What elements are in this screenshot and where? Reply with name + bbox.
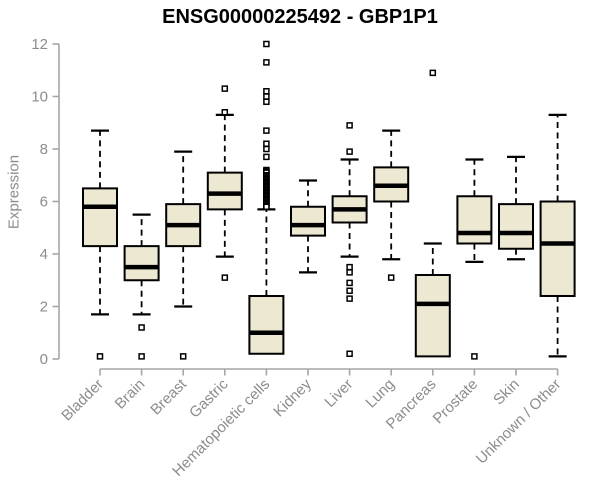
- outlier-point: [263, 145, 270, 153]
- outlier-point: [221, 109, 229, 116]
- box-gastric: [206, 85, 243, 281]
- box-lung: [373, 129, 410, 281]
- box-prostate: [456, 158, 493, 360]
- outlier-point: [429, 69, 437, 77]
- x-tick-label-breast: Breast: [147, 375, 190, 418]
- y-axis-title: Expression: [5, 154, 23, 230]
- y-tick-label: 0: [40, 351, 48, 368]
- box-hematopoietic-cells: [248, 40, 285, 355]
- iqr-box: [498, 203, 534, 250]
- iqr-box: [248, 295, 285, 355]
- outlier-point: [221, 85, 229, 92]
- box-brain: [123, 213, 160, 360]
- y-tick-label: 6: [40, 194, 48, 211]
- outlier-point: [346, 122, 353, 129]
- outlier-point: [263, 93, 270, 100]
- outlier-point: [471, 353, 478, 360]
- y-tick-label: 12: [31, 36, 48, 53]
- iqr-box: [414, 274, 451, 358]
- outlier-point: [263, 203, 270, 210]
- box-pancreas: [414, 69, 451, 358]
- box-liver: [331, 122, 368, 357]
- y-tick-label: 10: [31, 89, 48, 106]
- outlier-point: [346, 279, 353, 287]
- iqr-box: [456, 195, 493, 245]
- outlier-point: [138, 324, 145, 331]
- x-tick-label-liver: Liver: [321, 376, 356, 411]
- iqr-box: [206, 171, 243, 211]
- iqr-box: [123, 245, 160, 282]
- outlier-point: [138, 353, 145, 360]
- y-tick-label: 8: [40, 141, 48, 158]
- x-tick-label-lung: Lung: [362, 376, 398, 412]
- y-tick-label: 4: [40, 246, 48, 263]
- outlier-point: [387, 274, 395, 281]
- outlier-point: [263, 59, 270, 66]
- box-unknown-other: [539, 113, 576, 358]
- x-tick-label-brain: Brain: [112, 376, 149, 413]
- outlier-point: [346, 350, 353, 357]
- outlier-point: [263, 127, 270, 134]
- outlier-point: [179, 353, 187, 360]
- outlier-point: [346, 148, 353, 155]
- iqr-box: [82, 187, 118, 248]
- outlier-point: [221, 274, 229, 281]
- iqr-box: [539, 200, 576, 297]
- outlier-point: [346, 263, 353, 271]
- outlier-point: [263, 140, 270, 147]
- outlier-point: [346, 287, 353, 294]
- y-axis: 0 2 4 6 8 10 12: [31, 36, 60, 368]
- outlier-point: [263, 40, 270, 48]
- outlier-point: [346, 295, 353, 302]
- box-bladder: [82, 129, 118, 360]
- outlier-point: [96, 353, 104, 360]
- box-skin: [498, 155, 534, 261]
- x-tick-label-skin: Skin: [490, 376, 523, 409]
- iqr-box: [290, 205, 326, 237]
- box-breast: [165, 150, 202, 360]
- box-kidney: [290, 179, 326, 274]
- x-tick-label-bladder: Bladder: [58, 376, 107, 425]
- outlier-point: [346, 269, 353, 276]
- y-tick-label: 2: [40, 299, 48, 316]
- chart-title: ENSG00000225492 - GBP1P1: [162, 6, 438, 28]
- x-tick-label-kidney: Kidney: [270, 375, 315, 420]
- x-tick-label-prostate: Prostate: [430, 376, 482, 428]
- outlier-point: [263, 88, 270, 95]
- outlier-point: [263, 153, 270, 161]
- outlier-point: [263, 98, 270, 105]
